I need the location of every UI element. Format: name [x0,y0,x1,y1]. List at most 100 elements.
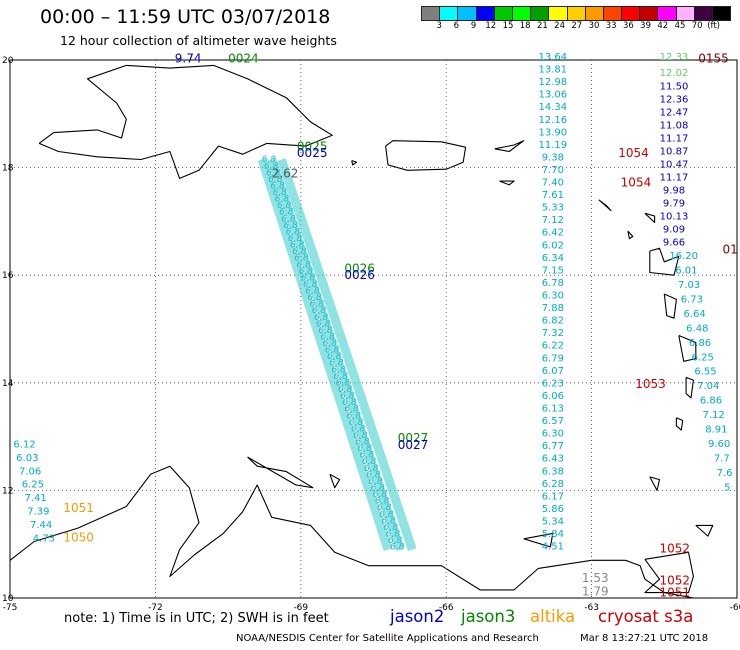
pass-label: 1054 [618,146,649,160]
wave-height-value: 12.47 [660,108,689,119]
x-tick-label: -66 [439,603,454,613]
color-scale-tick-label: 36 [622,21,634,31]
pass-label: 1052 [659,574,690,588]
wave-height-value: 7.41 [24,493,46,504]
wave-height-value: 4.73 [33,534,55,545]
wave-height-value: 6.38 [542,466,564,477]
wave-height-value: 6.22 [542,341,564,352]
track-glyph: 6.8 [303,280,318,290]
venezuela-coast [9,465,694,599]
wave-height-value: 7.44 [30,520,52,531]
st-kitts-coast [598,199,612,212]
wave-height-value: 7.03 [678,280,700,291]
color-scale-tick-label: 12 [485,21,497,31]
grenada-coast [649,476,661,491]
wave-height-value: 6.73 [681,294,703,305]
wave-height-value: 7.70 [542,165,564,176]
track-glyph: 6.8 [281,214,296,224]
y-tick-label: 10 [2,594,14,604]
pass-label: 1053 [635,377,666,391]
figure-subtitle: 12 hour collection of altimeter wave hei… [60,33,337,48]
wave-height-value: 7.39 [27,507,49,518]
wave-height-value: 13.64 [539,52,568,63]
wave-height-value: 14.34 [539,102,568,113]
pass-label: 2.62 [272,166,299,180]
pass-label: 0155 [698,52,729,66]
guadeloupe-coast [649,247,680,276]
track-glyph: 6.8 [355,438,370,448]
track-glyph: 6.8 [277,201,292,211]
wave-height-value: 7.04 [697,381,719,392]
track-glyph: 6.8 [286,227,301,237]
x-tick-label: -60 [730,603,740,613]
pass-label: 01 [722,243,737,257]
track-glyph: 6.8 [262,155,277,165]
legend-item-altika: altika [530,607,576,626]
wave-height-value: 6.30 [542,291,564,302]
wave-height-value: 6.64 [683,309,705,320]
wave-height-value: 6.77 [542,441,564,452]
wave-height-value: 13.81 [539,65,568,76]
wave-height-value: 6.02 [542,240,564,251]
track-glyph: 6.8 [379,510,394,520]
puerto-rico-coast [385,140,467,171]
track-glyph: 6.8 [305,287,320,297]
wave-height-value: 6.30 [542,429,564,440]
track-glyph: 6.8 [381,516,396,526]
color-scale-tick-label: 45 [674,21,686,31]
track-glyph: 6.8 [336,378,351,388]
wave-height-value: 5.86 [542,504,564,515]
color-scale-tick-label: 24 [554,21,566,31]
wave-height-value: 5.84 [542,529,564,540]
wave-height-value: 7.40 [542,178,564,189]
color-scale-tick-label: 18 [519,21,531,31]
wave-height-value: 11.17 [660,134,689,145]
track-glyph: 6.8 [338,385,353,395]
y-tick-label: 20 [2,56,14,66]
x-tick-label: -75 [3,603,18,613]
x-tick-label: -63 [584,603,599,613]
wave-height-value: 9.38 [542,152,564,163]
color-scale-tick-label: 9 [470,21,477,31]
wave-height-value: 12.98 [539,77,568,88]
track-glyph: 6.8 [297,260,312,270]
track-glyph: 6.8 [388,536,403,546]
trinidad-coast [644,551,694,594]
track-glyph: 6.8 [266,168,281,178]
track-glyph: 6.8 [360,451,375,461]
track-glyph: 6.8 [279,208,294,218]
hispaniola-coast [38,64,333,179]
color-scale-tick-label: 6 [453,21,460,31]
track-glyph: 6.8 [314,313,329,323]
legend-item-cryosat-s3a: cryosat s3a [598,607,694,626]
wave-height-value: 12.33 [660,52,689,63]
wave-height-value: 9.98 [663,186,685,197]
color-scale-tick-label: 33 [605,21,617,31]
wave-height-value: 10.47 [660,160,689,171]
y-tick-label: 14 [2,379,14,389]
wave-height-value: 6.34 [542,253,564,264]
track-glyph: 6.8 [344,405,359,415]
wave-height-value: 7.06 [19,466,41,477]
pass-label: 1051 [63,501,94,515]
wave-height-value: 6.57 [542,416,564,427]
wave-height-value: 11.19 [539,140,568,151]
wave-height-value: 5.34 [542,516,564,527]
st-croix-coast [499,180,515,186]
wave-height-value: 11.17 [660,173,689,184]
track-glyph: 6.8 [312,306,327,316]
pass-label: 0026 [344,262,375,276]
generation-timestamp: Mar 8 13:27:21 UTC 2018 [580,633,709,644]
color-scale-bar [421,6,732,21]
wave-height-value: 10.87 [660,147,689,158]
track-glyph: 6.8 [275,195,290,205]
track-glyph: 6.8 [366,470,381,480]
dominica-coast [663,293,677,319]
aruba-curacao-coast [247,456,314,489]
credit-line: NOAA/NESDIS Center for Satellite Applica… [236,633,539,644]
pass-label: 0025 [297,139,328,153]
color-scale-tick-label: 21 [536,21,548,31]
